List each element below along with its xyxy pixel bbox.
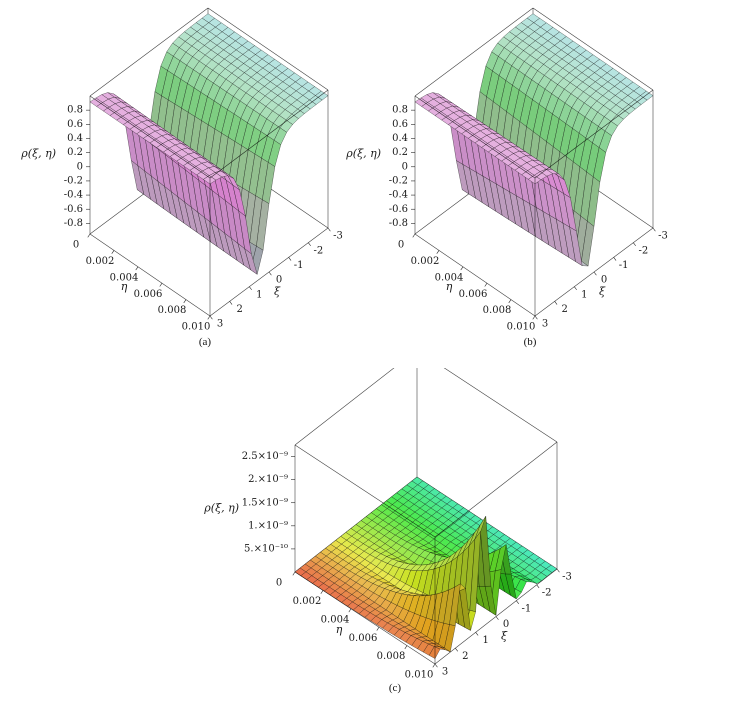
caption-c: (c) [388,682,402,694]
surface-plot-b [325,2,693,342]
caption-b: (b) [523,336,537,348]
caption-a: (a) [198,336,212,348]
surface-plot-a [0,2,368,342]
surface-plot-c [165,368,590,693]
